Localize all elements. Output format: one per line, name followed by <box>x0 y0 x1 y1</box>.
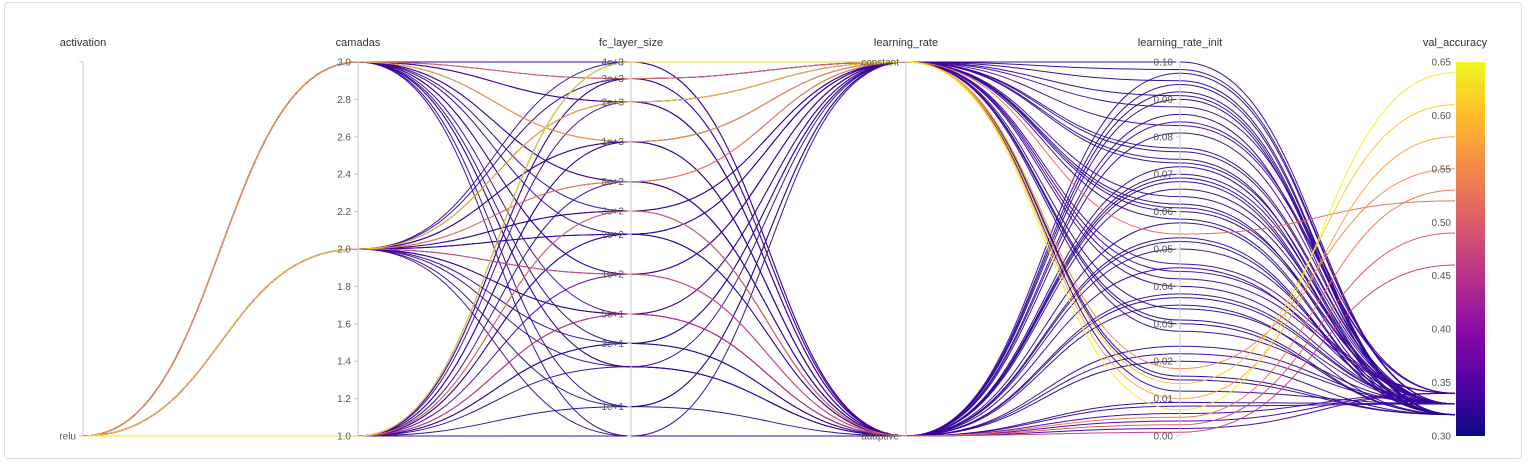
tick-label: 5e+1 <box>601 310 624 321</box>
tick-label: 0.08 <box>1154 132 1174 143</box>
sample-line-30 <box>82 248 1456 437</box>
tick-label: 0.00 <box>1154 432 1174 443</box>
axis-title-fc_layer_size: fc_layer_size <box>599 37 663 49</box>
tick-label: 5e+2 <box>601 177 624 188</box>
tick-label: 0.09 <box>1154 95 1174 106</box>
tick-label: 0.04 <box>1154 282 1174 293</box>
tick-label: 0.03 <box>1154 319 1174 330</box>
tick-label: 0.07 <box>1154 170 1174 181</box>
tick-label: adaptive <box>861 432 899 443</box>
sample-line-19 <box>82 61 1456 437</box>
tick-label: relu <box>59 432 76 443</box>
tick-label: 2.6 <box>337 132 351 143</box>
colorbar-gradient <box>1456 62 1485 436</box>
axis-learning_rate_init[interactable]: learning_rate_init 0.10 0.09 0.08 0.07 0.06 0.… <box>1138 37 1222 443</box>
colorbar-tick-label: 0.55 <box>1432 164 1452 175</box>
sample-line-45 <box>83 177 1456 437</box>
tick-label: 0.02 <box>1154 357 1174 368</box>
tick-label: 3e+2 <box>601 206 624 217</box>
axis-title-learning_rate: learning_rate <box>874 37 938 49</box>
tick-label: 4e+3 <box>601 58 624 69</box>
tick-label: 1e+1 <box>601 402 624 413</box>
tick-label: 2.0 <box>337 245 351 256</box>
sample-lines <box>82 61 1456 437</box>
tick-label: 3.0 <box>337 58 351 69</box>
axis-val_accuracy[interactable]: val_accuracy <box>1423 37 1488 49</box>
sample-line-53 <box>83 401 1456 437</box>
sample-line-51 <box>83 345 1456 437</box>
sample-line-32 <box>82 248 1456 437</box>
colorbar-tick-label: 0.45 <box>1432 271 1452 282</box>
tick-label: 2.4 <box>337 170 351 181</box>
tick-label: 2.2 <box>337 207 351 218</box>
axis-activation[interactable]: activation relu <box>59 37 106 443</box>
colorbar-tick-label: 0.50 <box>1432 218 1452 229</box>
axis-title-camadas: camadas <box>336 37 381 49</box>
axis-title-activation: activation <box>60 37 106 49</box>
tick-label: 3e+3 <box>601 74 624 85</box>
colorbar-tick-label: 0.60 <box>1432 111 1452 122</box>
tick-label: constant <box>861 58 899 69</box>
axis-title-learning_rate_init: learning_rate_init <box>1138 37 1222 49</box>
axis-learning_rate[interactable]: learning_rate constant adaptive <box>861 37 938 443</box>
axis-camadas[interactable]: camadas 3.0 2.8 2.6 2.4 2.2 2.0 1.8 1.6 1.4 1.2 1.0 <box>336 37 381 443</box>
axes: activation relu camadas 3.0 2.8 2.6 2.4 2.2 2.0 1… <box>59 37 1487 443</box>
tick-label: 1.4 <box>337 357 351 368</box>
tick-label: 0.01 <box>1154 394 1174 405</box>
colorbar-tick-label: 0.30 <box>1432 432 1452 443</box>
tick-label: 2e+3 <box>601 97 624 108</box>
colorbar-tick-label: 0.40 <box>1432 325 1452 336</box>
colorbar: 0.65 0.60 0.55 0.50 0.45 0.40 0.35 0.30 <box>1432 58 1485 443</box>
colorbar-tick-label: 0.35 <box>1432 378 1452 389</box>
tick-label: 1.2 <box>337 394 351 405</box>
tick-label: 0.10 <box>1154 58 1174 69</box>
tick-label: 1e+3 <box>601 137 624 148</box>
axis-title-val_accuracy: val_accuracy <box>1423 37 1488 49</box>
tick-label: 3e+1 <box>601 339 624 350</box>
sample-line-39 <box>82 61 1456 437</box>
tick-label: 1.0 <box>337 432 351 443</box>
tick-label: 1e+2 <box>601 270 624 281</box>
tick-label: 1.6 <box>337 319 351 330</box>
axis-fc_layer_size[interactable]: fc_layer_size 4e+3 3e+3 2e+3 1e+3 5e+2 3e+2 2e+… <box>599 37 663 437</box>
colorbar-tick-label: 0.65 <box>1432 58 1452 69</box>
tick-label: 0.06 <box>1154 207 1174 218</box>
tick-label: 2.8 <box>337 95 351 106</box>
tick-label: 2e+2 <box>601 230 624 241</box>
sample-line-28 <box>82 248 1456 437</box>
tick-label: 0.05 <box>1154 245 1174 256</box>
tick-label: 1.8 <box>337 282 351 293</box>
